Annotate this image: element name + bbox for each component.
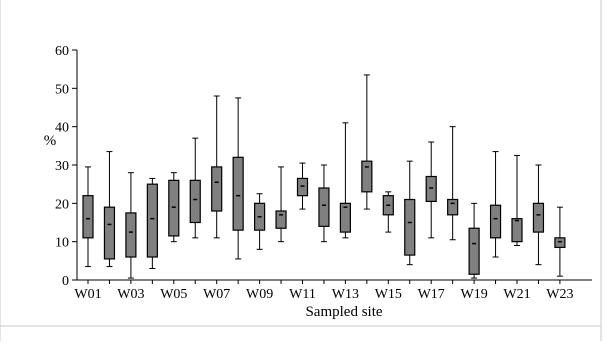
y-tick-label: 20	[55, 197, 69, 212]
box-w13	[339, 122, 351, 239]
iqr-box	[554, 237, 566, 249]
x-tick-label: W17	[418, 287, 445, 302]
iqr-box	[511, 218, 523, 243]
box-w02	[103, 151, 116, 268]
box-w21	[511, 154, 523, 246]
iqr-box	[168, 179, 180, 237]
iqr-box	[275, 210, 287, 229]
iqr-box	[339, 202, 351, 233]
box-w14	[361, 74, 373, 210]
iqr-box	[318, 187, 330, 227]
iqr-box	[103, 206, 116, 260]
x-tick-label: W11	[289, 287, 316, 302]
box-w06	[189, 137, 201, 239]
box-w22	[532, 164, 545, 266]
x-tick-label: W23	[546, 287, 573, 302]
box-w08	[232, 97, 244, 260]
iqr-box	[189, 179, 201, 224]
box-w01	[82, 166, 94, 268]
iqr-box	[211, 166, 223, 212]
y-tick-label: 40	[55, 121, 69, 136]
box-w03	[125, 172, 137, 279]
x-tick-label: W01	[74, 287, 101, 302]
y-tick-label: 10	[55, 236, 69, 251]
y-tick-label: 0	[62, 274, 69, 289]
iqr-box	[468, 227, 480, 275]
iqr-box	[232, 156, 244, 231]
box-w23	[554, 206, 566, 277]
iqr-box	[146, 183, 158, 258]
box-w10	[275, 166, 287, 243]
y-tick-label: 60	[55, 44, 69, 59]
iqr-box	[361, 160, 373, 193]
iqr-box	[82, 195, 94, 239]
iqr-box	[532, 202, 545, 233]
box-w12	[318, 164, 330, 243]
y-tick-label: 50	[55, 82, 69, 97]
box-w19	[468, 202, 480, 279]
box-w15	[382, 191, 394, 233]
x-tick-label: W05	[160, 287, 187, 302]
box-w05	[168, 172, 180, 243]
x-tick-label: W07	[203, 287, 230, 302]
box-w18	[447, 126, 459, 241]
iqr-box	[296, 177, 309, 197]
x-tick-label: W03	[117, 287, 144, 302]
x-tick-label: W09	[246, 287, 273, 302]
iqr-box	[447, 198, 459, 216]
iqr-box	[489, 204, 502, 239]
x-tick-label: W21	[503, 287, 530, 302]
iqr-box	[425, 175, 437, 203]
x-tick-label: W15	[375, 287, 402, 302]
y-axis-label: %	[44, 133, 57, 149]
box-w09	[254, 193, 266, 250]
x-axis-label: Sampled site	[305, 304, 382, 320]
box-w20	[489, 151, 502, 258]
iqr-box	[404, 198, 416, 256]
x-tick-label: W19	[460, 287, 487, 302]
y-tick-label: 30	[55, 159, 69, 174]
box-w11	[296, 162, 309, 210]
x-tick-label: W13	[332, 287, 359, 302]
plot-area: 0 10 20 30 40 50 60 W01 W03 W05 W07 W09 W11 W13 W15 W17…	[55, 44, 592, 302]
iqr-box	[125, 212, 137, 258]
box-w16	[404, 160, 416, 266]
box-w04	[146, 177, 158, 269]
box-w07	[211, 95, 223, 239]
box-w17	[425, 141, 437, 239]
